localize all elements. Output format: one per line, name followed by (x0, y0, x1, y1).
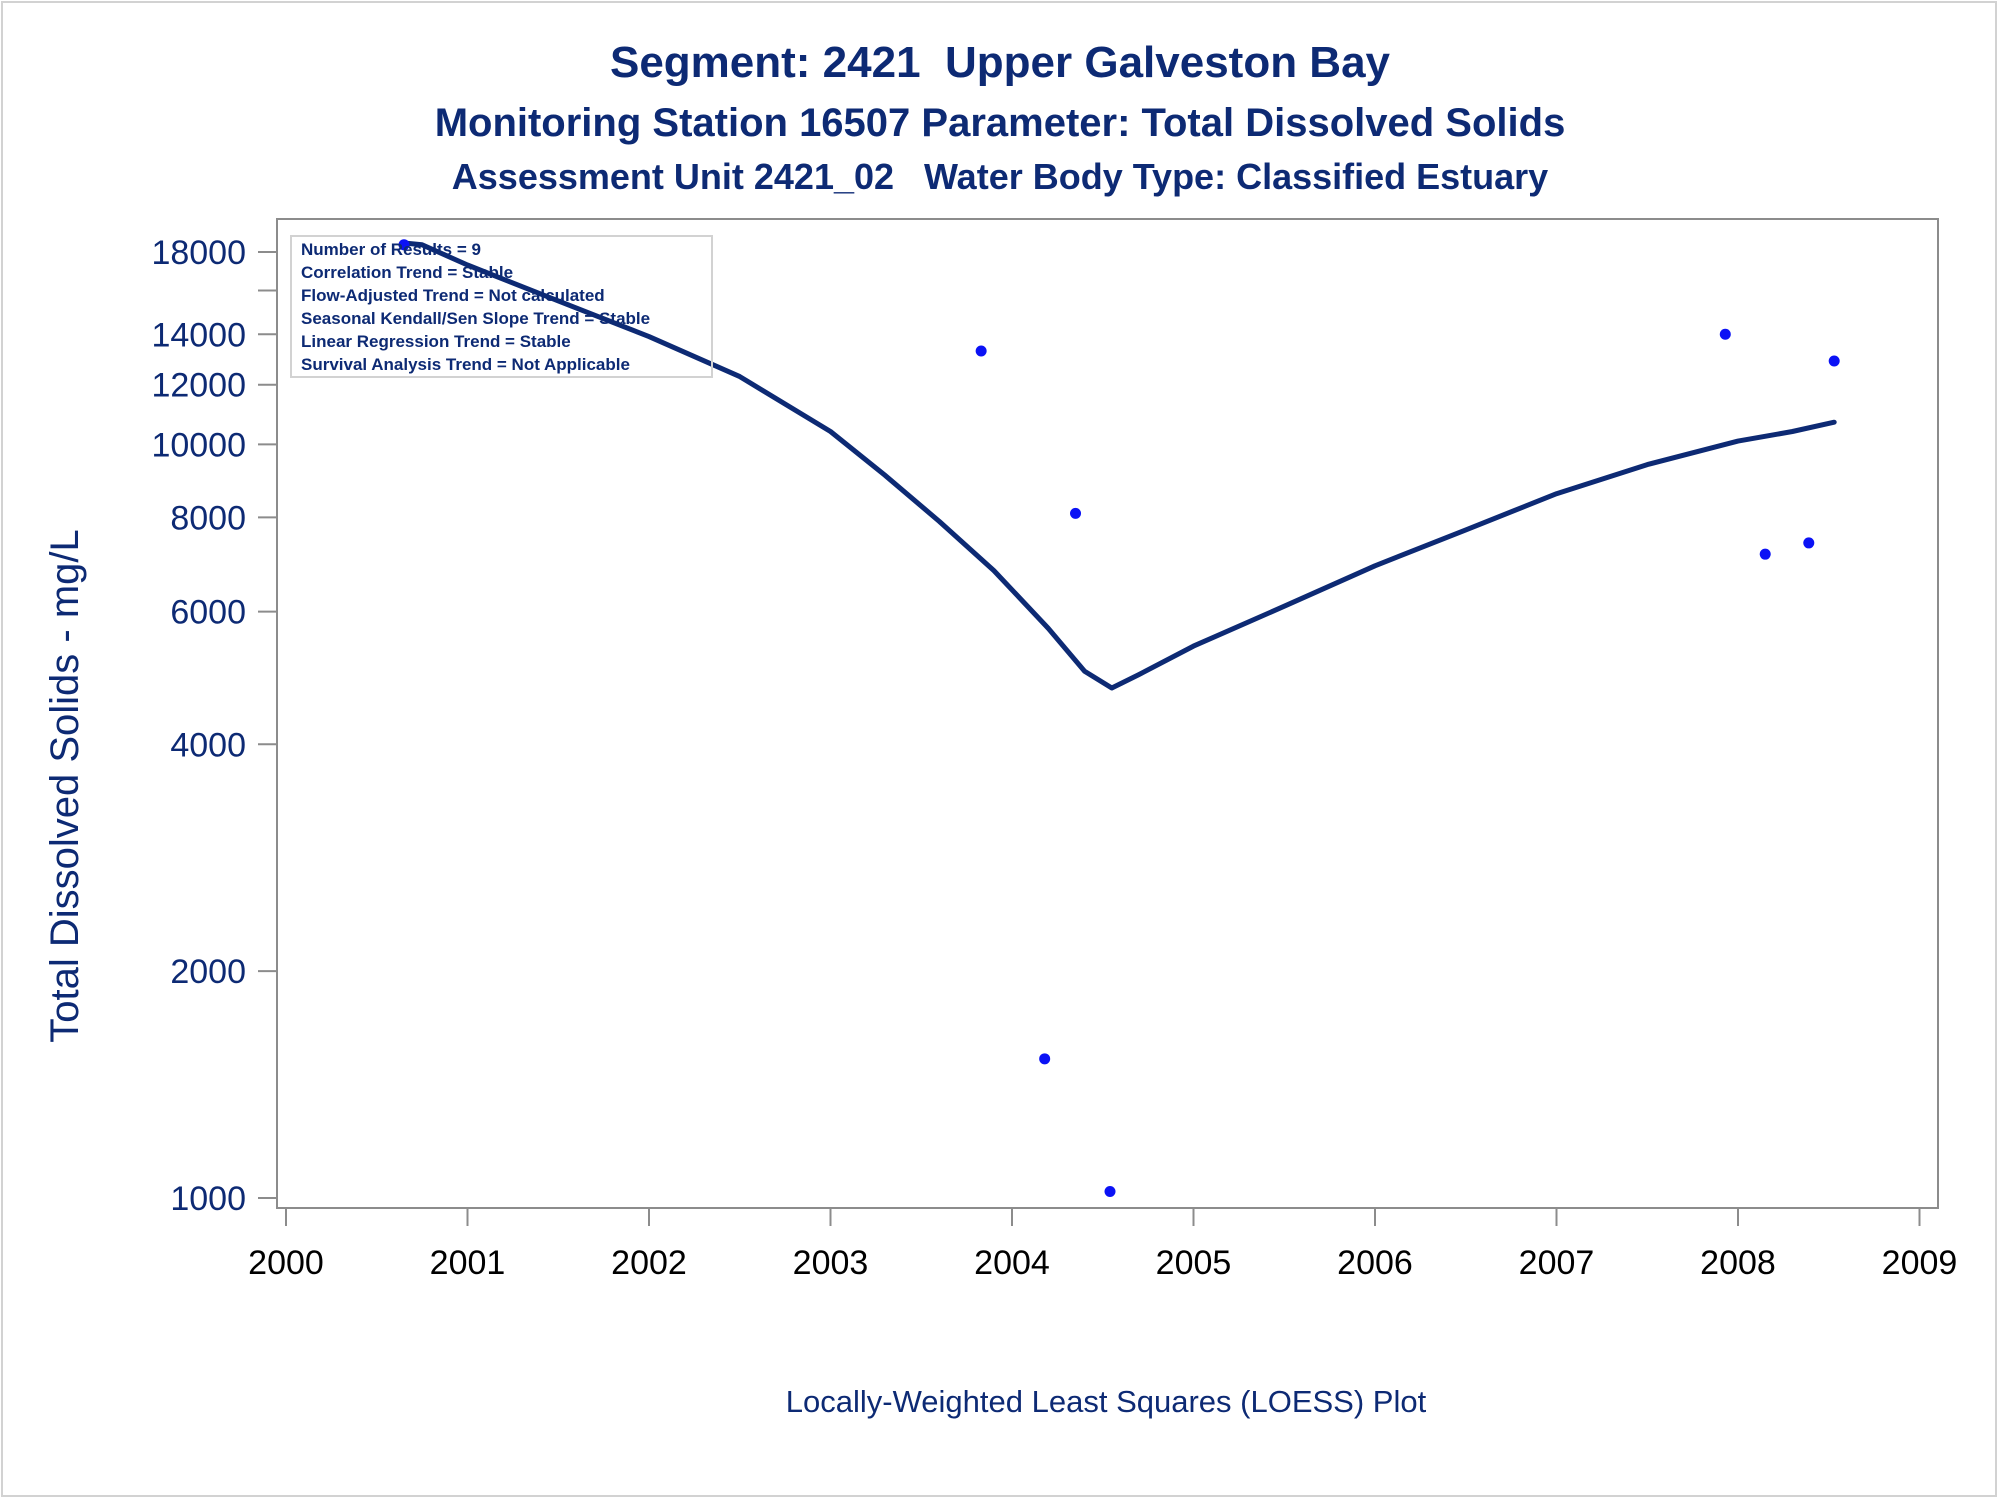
chart-subtitle-2: Assessment Unit 2421_02 Water Body Type:… (451, 156, 1549, 197)
chart-subtitle: Monitoring Station 16507 Parameter: Tota… (434, 101, 1566, 145)
y-axis-label: Total Dissolved Solids - mg/L (43, 529, 87, 1043)
stats-line: Seasonal Kendall/Sen Slope Trend = Stabl… (301, 309, 650, 328)
data-point (1039, 1053, 1051, 1065)
x-tick-label: 2000 (248, 1244, 324, 1282)
data-point (1719, 328, 1731, 340)
data-point (1828, 355, 1840, 367)
y-tick-label: 14000 (151, 316, 246, 354)
stats-line: Linear Regression Trend = Stable (301, 332, 571, 351)
data-point (1070, 507, 1082, 519)
x-tick-label: 2008 (1700, 1244, 1776, 1282)
x-tick-label: 2009 (1882, 1244, 1958, 1282)
x-tick-label: 2003 (793, 1244, 869, 1282)
y-tick-label: 10000 (151, 426, 246, 464)
chart-title: Segment: 2421 Upper Galveston Bay (609, 38, 1391, 87)
x-tick-label: 2006 (1337, 1244, 1413, 1282)
data-point (398, 239, 410, 251)
y-tick-label: 1000 (170, 1180, 246, 1218)
y-tick-label: 2000 (170, 953, 246, 991)
x-tick-label: 2002 (611, 1244, 687, 1282)
stats-line: Survival Analysis Trend = Not Applicable (301, 355, 630, 374)
stats-box: Number of Results = 9 Correlation Trend … (290, 235, 713, 378)
data-point (1803, 537, 1815, 549)
data-point (1759, 548, 1771, 560)
plot-area-border (276, 218, 1939, 1209)
x-tick-label: 2007 (1519, 1244, 1595, 1282)
y-tick-label: 4000 (170, 726, 246, 764)
y-tick-label: 8000 (170, 499, 246, 537)
stats-box-border (290, 235, 713, 378)
y-tick-label: 6000 (170, 594, 246, 632)
x-tick-label: 2004 (974, 1244, 1050, 1282)
data-point (975, 345, 987, 357)
stats-line: Number of Results = 9 (301, 240, 481, 259)
loess-line (401, 240, 1837, 691)
axes: 1000200040006000800010000120001400018000… (151, 218, 1958, 1282)
data-point (1104, 1186, 1116, 1198)
x-tick-label: 2001 (430, 1244, 506, 1282)
stats-line: Flow-Adjusted Trend = Not calculated (301, 286, 605, 305)
y-tick-label: 12000 (151, 367, 246, 405)
chart-marks (398, 239, 1840, 1198)
y-tick-label: 18000 (151, 234, 246, 272)
footnote: Locally-Weighted Least Squares (LOESS) P… (786, 1384, 1427, 1419)
x-tick-label: 2005 (1156, 1244, 1232, 1282)
stats-line: Correlation Trend = Stable (301, 263, 513, 282)
